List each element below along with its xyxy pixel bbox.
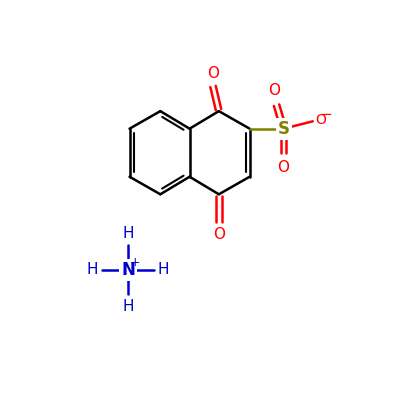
- Text: O: O: [278, 160, 290, 176]
- Text: −: −: [319, 107, 332, 122]
- Text: H: H: [87, 262, 98, 277]
- Text: O: O: [207, 66, 219, 81]
- Text: H: H: [122, 299, 134, 314]
- Text: O: O: [268, 83, 280, 98]
- Text: H: H: [122, 226, 134, 240]
- Text: S: S: [278, 120, 290, 138]
- Text: O: O: [213, 227, 225, 242]
- Text: O: O: [315, 113, 326, 127]
- Text: N: N: [121, 261, 135, 279]
- Text: +: +: [130, 256, 140, 270]
- Text: H: H: [158, 262, 169, 277]
